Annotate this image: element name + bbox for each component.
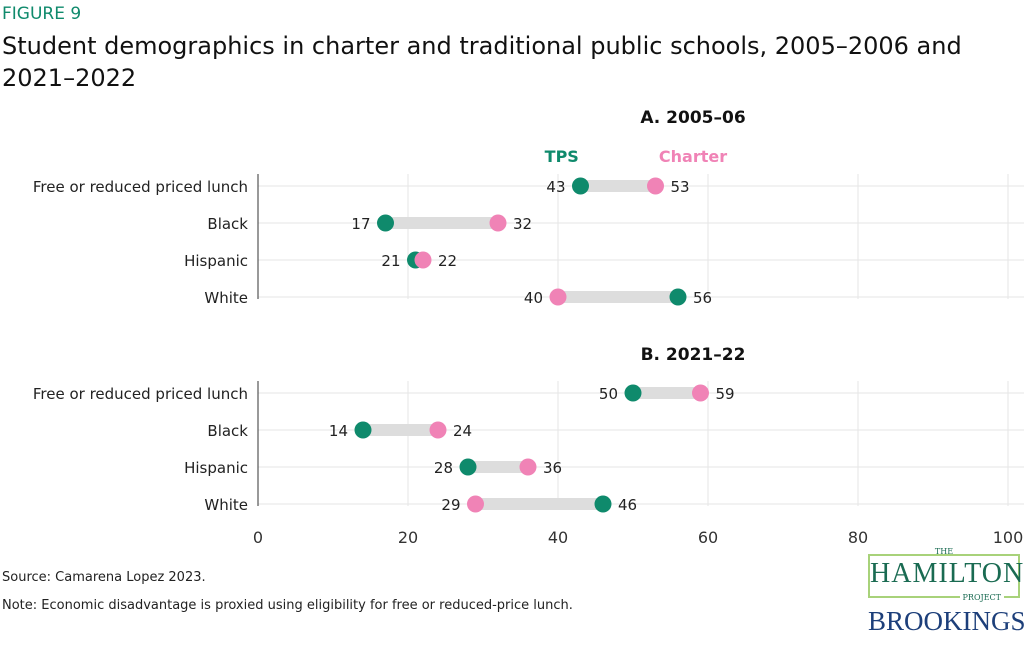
charter-value-label: 40 <box>524 289 543 307</box>
tps-dot <box>572 177 589 195</box>
hamilton-project-logo: THE HAMILTON PROJECT <box>868 547 1024 602</box>
charter-value-label: 59 <box>716 385 735 403</box>
brookings-logo: BROOKINGS <box>868 606 1024 636</box>
charter-dot <box>467 495 484 513</box>
panel-title: B. 2021–22 <box>641 345 746 365</box>
charter-dot <box>489 214 507 232</box>
charter-dot <box>549 288 567 306</box>
tps-dot <box>354 421 372 439</box>
x-tick-label: 60 <box>698 528 718 547</box>
charter-value-label: 32 <box>513 215 532 233</box>
panel-title: A. 2005–06 <box>640 108 745 128</box>
tps-dot <box>377 214 394 232</box>
category-label: Free or reduced priced lunch <box>33 385 248 403</box>
legend-tps: TPS <box>545 147 579 166</box>
category-label: Black <box>207 215 248 233</box>
tps-value-label: 21 <box>381 252 400 270</box>
tps-value-label: 50 <box>599 385 618 403</box>
category-label: Hispanic <box>184 252 248 270</box>
charter-dot <box>692 384 709 402</box>
charter-value-label: 22 <box>438 252 457 270</box>
tps-value-label: 43 <box>546 178 565 196</box>
figure-label: FIGURE 9 <box>2 4 82 24</box>
category-label: White <box>204 496 248 514</box>
charter-dot <box>647 177 664 195</box>
source-note: Source: Camarena Lopez 2023. <box>2 570 206 585</box>
chart-title: Student demographics in charter and trad… <box>2 32 962 92</box>
charter-value-label: 24 <box>453 422 472 440</box>
tps-dot <box>594 495 612 513</box>
legend-charter: Charter <box>659 147 727 166</box>
tps-value-label: 14 <box>329 422 348 440</box>
charter-dot <box>519 458 537 476</box>
charter-value-label: 53 <box>671 178 690 196</box>
charter-value-label: 36 <box>543 459 562 477</box>
x-tick-label: 0 <box>253 528 263 547</box>
charter-value-label: 29 <box>441 496 460 514</box>
tps-value-label: 17 <box>351 215 370 233</box>
category-label: White <box>204 289 248 307</box>
tps-dot <box>459 458 477 476</box>
category-label: Hispanic <box>184 459 248 477</box>
tps-dot <box>669 288 687 306</box>
tps-value-label: 56 <box>693 289 712 307</box>
x-tick-label: 80 <box>848 528 868 547</box>
x-tick-label: 20 <box>398 528 418 547</box>
tps-dot <box>624 384 642 402</box>
x-tick-label: 40 <box>548 528 568 547</box>
x-tick-label: 100 <box>993 528 1024 547</box>
footnote: Note: Economic disadvantage is proxied u… <box>2 598 573 613</box>
charter-dot <box>429 421 447 439</box>
charter-dot <box>414 251 432 269</box>
tps-value-label: 46 <box>618 496 637 514</box>
tps-value-label: 28 <box>434 459 453 477</box>
category-label: Free or reduced priced lunch <box>33 178 248 196</box>
category-label: Black <box>207 422 248 440</box>
